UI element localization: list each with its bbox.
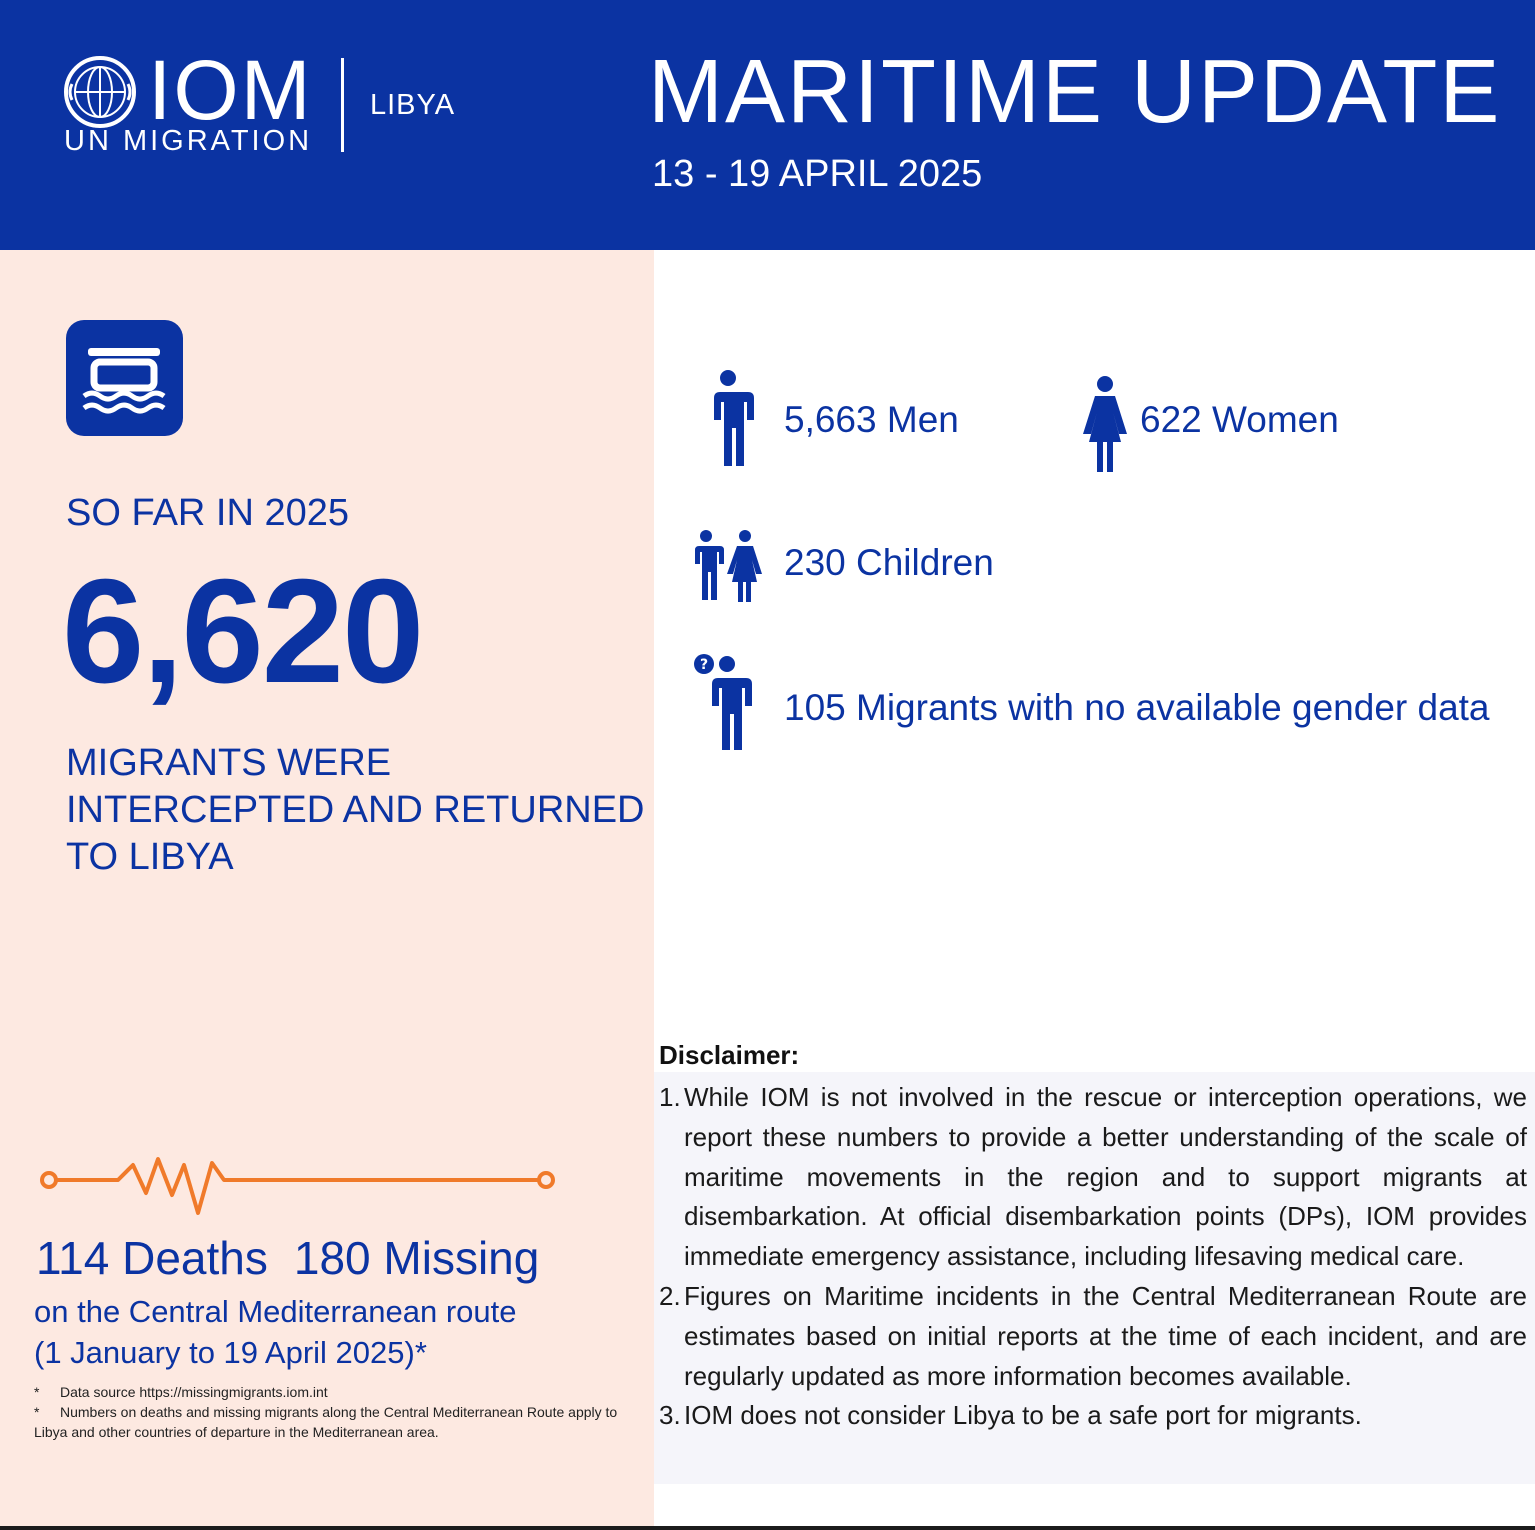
disclaimer-item: 3. IOM does not consider Libya to be a s…	[659, 1396, 1527, 1436]
iom-globe-logo-icon	[64, 56, 136, 128]
svg-text:?: ?	[700, 657, 708, 673]
disclaimer-text: While IOM is not involved in the rescue …	[684, 1082, 1527, 1272]
total-intercepted: 6,620	[62, 549, 424, 714]
children-icon	[692, 530, 762, 602]
logo-subtext: UN MIGRATION	[64, 125, 313, 157]
bottom-rule	[0, 1526, 1535, 1530]
women-count: 622 Women	[1140, 399, 1339, 440]
page-title: MARITIME UPDATE	[648, 42, 1502, 142]
logo-divider	[341, 58, 344, 152]
disclaimer-box	[654, 1072, 1535, 1484]
boat-tile	[66, 320, 183, 436]
date-range: 13 - 19 APRIL 2025	[652, 153, 983, 195]
unknown-gender-icon: ?	[694, 654, 752, 750]
disclaimer-text: IOM does not consider Libya to be a safe…	[684, 1400, 1362, 1431]
woman-icon	[1083, 376, 1127, 472]
disclaimer-text: Figures on Maritime incidents in the Cen…	[684, 1280, 1527, 1391]
disclaimer-number: 1.	[659, 1082, 681, 1112]
boat-on-water-icon	[82, 348, 166, 414]
incident-totals: 114 Deaths 180 Missing	[36, 1230, 539, 1286]
footnote: * Numbers on deaths and missing migrants …	[34, 1404, 618, 1440]
disclaimer-item: 2. Figures on Maritime incidents in the …	[659, 1277, 1527, 1396]
summary-panel	[0, 250, 654, 1530]
disclaimer-title: Disclaimer:	[659, 1040, 800, 1070]
country-label: LIBYA	[370, 89, 456, 121]
deaths-count: 114 Deaths	[36, 1232, 268, 1284]
footnotes: * Data source https://missingmigrants.iom…	[34, 1382, 646, 1442]
children-count: 230 Children	[784, 542, 994, 583]
man-icon	[708, 370, 754, 466]
period-label: (1 January to 19 April 2025)*	[34, 1335, 427, 1370]
disclaimer-number: 2.	[659, 1280, 681, 1311]
missing-count: 180 Missing	[293, 1232, 540, 1284]
footnote-text: Data source https://missingmigrants.iom.…	[60, 1384, 328, 1400]
header-banner: IOM UN MIGRATION LIBYA MARITIME UPDATE 1…	[0, 0, 1535, 250]
logo-text: IOM	[148, 43, 313, 137]
unknown-gender-count: 105 Migrants with no available gender da…	[784, 687, 1490, 728]
footnote: * Data source https://missingmigrants.iom…	[34, 1384, 328, 1400]
men-count: 5,663 Men	[784, 399, 959, 440]
disclaimer-list: 1. While IOM is not involved in the resc…	[659, 1078, 1527, 1436]
heartbeat-line-icon	[40, 1157, 555, 1215]
footnote-text: Numbers on deaths and missing migrants a…	[34, 1404, 618, 1440]
total-caption: MIGRANTS WERE INTERCEPTED AND RETURNED T…	[66, 742, 645, 878]
so-far-label: SO FAR IN 2025	[66, 492, 350, 534]
disclaimer-number: 3.	[659, 1400, 681, 1431]
route-label: on the Central Mediterranean route	[34, 1294, 517, 1329]
disclaimer-item: 1. While IOM is not involved in the resc…	[659, 1078, 1527, 1277]
